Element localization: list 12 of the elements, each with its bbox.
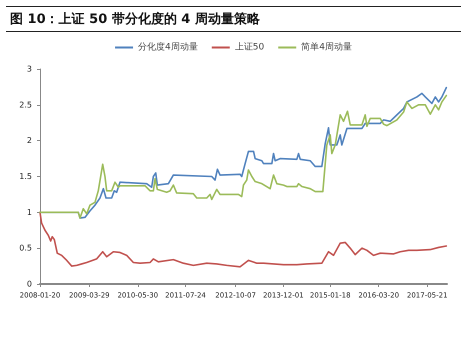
y-tick-label: 1.5 (19, 172, 32, 181)
legend-label: 上证50 (234, 42, 264, 52)
legend-label: 简单4周动量 (301, 42, 352, 52)
legend-label: 分化度4周动量 (138, 42, 198, 52)
line-series (39, 212, 448, 268)
y-tick-label: 0.5 (19, 244, 32, 253)
y-tick-label: 2 (26, 136, 32, 146)
y-tick-label: 3 (26, 64, 32, 74)
chart-title: 图 10：上证 50 带分化度的 4 周动量策略 (6, 6, 461, 32)
y-tick-label: 0 (26, 280, 32, 288)
y-tick-label: 2.5 (19, 100, 32, 110)
y-tick-label: 1 (26, 208, 32, 217)
